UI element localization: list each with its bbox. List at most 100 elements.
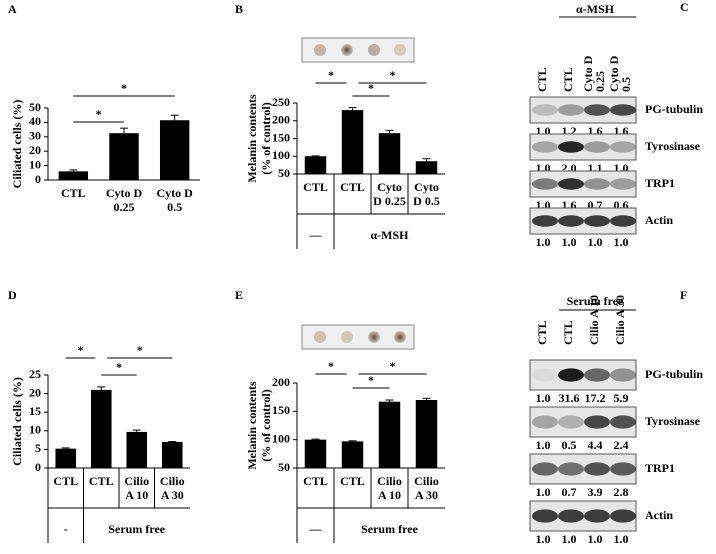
x-tick-label: Cyto	[414, 180, 439, 194]
x-tick-label: CTL	[53, 474, 78, 488]
quant-value: 0.7	[562, 485, 577, 499]
blot-band	[558, 509, 584, 523]
blot-band	[610, 368, 636, 382]
protein-label: Actin	[645, 213, 673, 227]
blot-band	[532, 462, 558, 476]
blot-band	[532, 509, 558, 523]
blot-band	[558, 178, 584, 190]
quant-value: 1.0	[536, 532, 551, 546]
x-tick-label: A 10	[378, 488, 401, 502]
x-tick-label: Cilio	[160, 474, 185, 488]
treatment-label: Serum free	[567, 294, 624, 308]
quant-value: 0.5	[562, 438, 577, 452]
pellet	[394, 331, 406, 343]
bar	[55, 448, 77, 468]
blot-band	[584, 141, 610, 153]
x-tick-label: CTL	[89, 474, 114, 488]
y-tick-label: 250	[272, 95, 290, 109]
y-tick-label: 50	[278, 166, 290, 180]
protein-label: PG-tubulin	[645, 102, 703, 116]
significance-label: *	[368, 373, 374, 387]
quant-value: 5.9	[614, 391, 629, 405]
y-tick-label: 30	[29, 129, 41, 143]
pellet	[368, 331, 380, 343]
x-tick-label: CTL	[303, 180, 328, 194]
bar	[341, 441, 364, 468]
quant-value: 3.9	[588, 485, 603, 499]
y-tick-label: 10	[29, 157, 41, 171]
blot-box	[529, 359, 637, 391]
bar	[378, 401, 401, 468]
bar	[378, 133, 401, 174]
significance-label: *	[96, 107, 102, 121]
bar	[109, 133, 139, 180]
pellet	[341, 331, 353, 343]
panel-label: E	[235, 288, 243, 302]
blot-band	[610, 215, 636, 227]
significance-label: *	[390, 359, 396, 373]
x-tick-label: 0.5	[167, 200, 182, 214]
x-tick-label: A 30	[161, 488, 184, 502]
group-label: Serum free	[108, 522, 165, 536]
group-label: —	[309, 522, 323, 536]
y-axis-label: Ciliated cells (%)	[10, 377, 24, 466]
significance-label: *	[390, 68, 396, 82]
blot-band	[532, 368, 558, 382]
x-tick-label: D 0.5	[413, 194, 440, 208]
protein-label: PG-tubulin	[645, 367, 703, 381]
y-tick-label: 200	[272, 375, 290, 389]
blot-band	[584, 509, 610, 523]
quant-value: 31.6	[559, 391, 580, 405]
blot-band	[532, 104, 558, 116]
protein-label: TRP1	[645, 461, 675, 475]
panel-label: A	[8, 2, 17, 16]
y-tick-label: 200	[272, 113, 290, 127]
y-tick-label: 0	[35, 172, 41, 186]
x-tick-label: Cilio	[414, 474, 439, 488]
pellet	[314, 44, 326, 56]
y-tick-label: 15	[29, 404, 41, 418]
bar	[415, 400, 438, 468]
protein-label: Tyrosinase	[645, 139, 701, 153]
y-tick-label: 150	[272, 403, 290, 417]
blot-band	[558, 141, 584, 153]
group-label: α-MSH	[370, 228, 409, 242]
group-label: —	[309, 228, 323, 242]
y-tick-label: 100	[272, 431, 290, 445]
panel-label: D	[8, 288, 17, 302]
blot-band	[584, 215, 610, 227]
pellet	[368, 44, 380, 56]
x-tick-label: CTL	[340, 180, 365, 194]
lane-label: CTL	[535, 67, 549, 92]
x-tick-label: Cilio	[377, 474, 402, 488]
y-tick-label: 20	[29, 385, 41, 399]
bar	[304, 439, 327, 468]
quant-value: 1.0	[536, 235, 551, 249]
quant-value: 1.0	[614, 532, 629, 546]
pellet	[341, 44, 353, 56]
y-axis-label: Ciliated cells (%)	[10, 100, 24, 189]
quant-value: 1.0	[536, 485, 551, 499]
protein-label: TRP1	[645, 176, 675, 190]
lane-label: CTL	[561, 320, 575, 345]
y-tick-label: 40	[29, 114, 41, 128]
blot-band	[558, 104, 584, 116]
lane-label: Cyto D	[607, 55, 621, 92]
blot-band	[584, 104, 610, 116]
x-tick-label: Cyto D	[157, 186, 194, 200]
quant-value: 17.2	[585, 391, 606, 405]
blot-band	[558, 215, 584, 227]
significance-label: *	[328, 359, 334, 373]
x-tick-label: Cilio	[124, 474, 149, 488]
bar	[159, 120, 190, 180]
pellet-image-b	[301, 37, 415, 63]
bar	[415, 161, 438, 174]
y-tick-label: 20	[29, 143, 41, 157]
panel-label: B	[235, 2, 243, 16]
blot-band	[558, 368, 584, 382]
blot-band	[584, 462, 610, 476]
y-axis-label: Melanin contents	[245, 381, 259, 470]
quant-value: 1.0	[588, 532, 603, 546]
lane-label: 0.5	[619, 77, 633, 92]
